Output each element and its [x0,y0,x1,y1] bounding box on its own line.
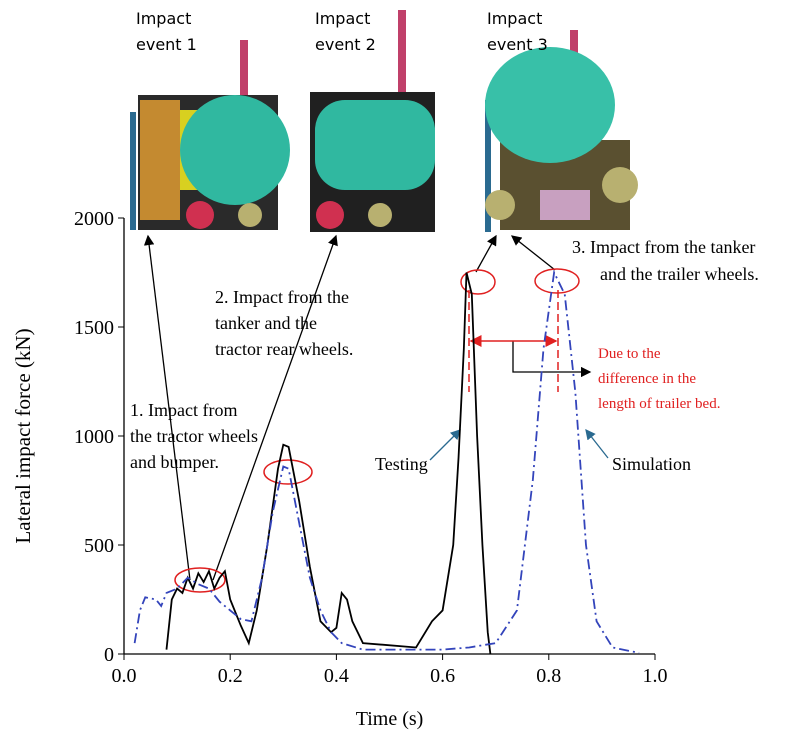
annotation: and bumper. [130,452,219,472]
annotation: the tractor wheels [130,426,258,446]
annotation: 1. Impact from [130,400,237,420]
panel-title: Impact [315,9,370,28]
series-label: Testing [375,454,428,474]
y-tick-label: 1500 [74,317,114,339]
annotation: tractor rear wheels. [215,339,353,359]
y-tick-label: 1000 [74,426,114,448]
annotation: and the trailer wheels. [600,264,759,284]
y-tick-label: 0 [104,644,114,666]
annotation: Due to the [598,346,661,362]
panel-title: Impact [487,9,542,28]
y-tick-label: 2000 [74,208,114,230]
panel-title: event 3 [487,35,548,54]
chart: 0 500 1000 1500 2000 0.0 0.2 0.4 0.6 0.8 1.0 Time (… [0,0,810,733]
x-tick-label: 0.4 [324,665,349,687]
annotation: length of trailer bed. [598,396,720,412]
series-label: Simulation [612,454,691,474]
x-tick-label: 0.0 [112,665,137,687]
annotation: 3. Impact from the tanker [572,237,755,257]
x-tick-label: 0.6 [430,665,455,687]
label-arrows [430,430,608,460]
panel-title: Impact [136,9,191,28]
panel-image [485,30,638,232]
y-axis-label: Lateral impact force (kN) [11,328,35,543]
annotation: difference in the [598,371,696,387]
panel-title: event 1 [136,35,197,54]
x-axis-label: Time (s) [356,708,424,730]
x-tick-label: 1.0 [643,665,668,687]
x-tick-label: 0.2 [218,665,243,687]
x-tick-label: 0.8 [536,665,561,687]
annotation: 2. Impact from the [215,287,349,307]
panel-title: event 2 [315,35,376,54]
y-tick-label: 500 [84,535,114,557]
annotation: tanker and the [215,313,317,333]
panel-image [130,40,290,230]
